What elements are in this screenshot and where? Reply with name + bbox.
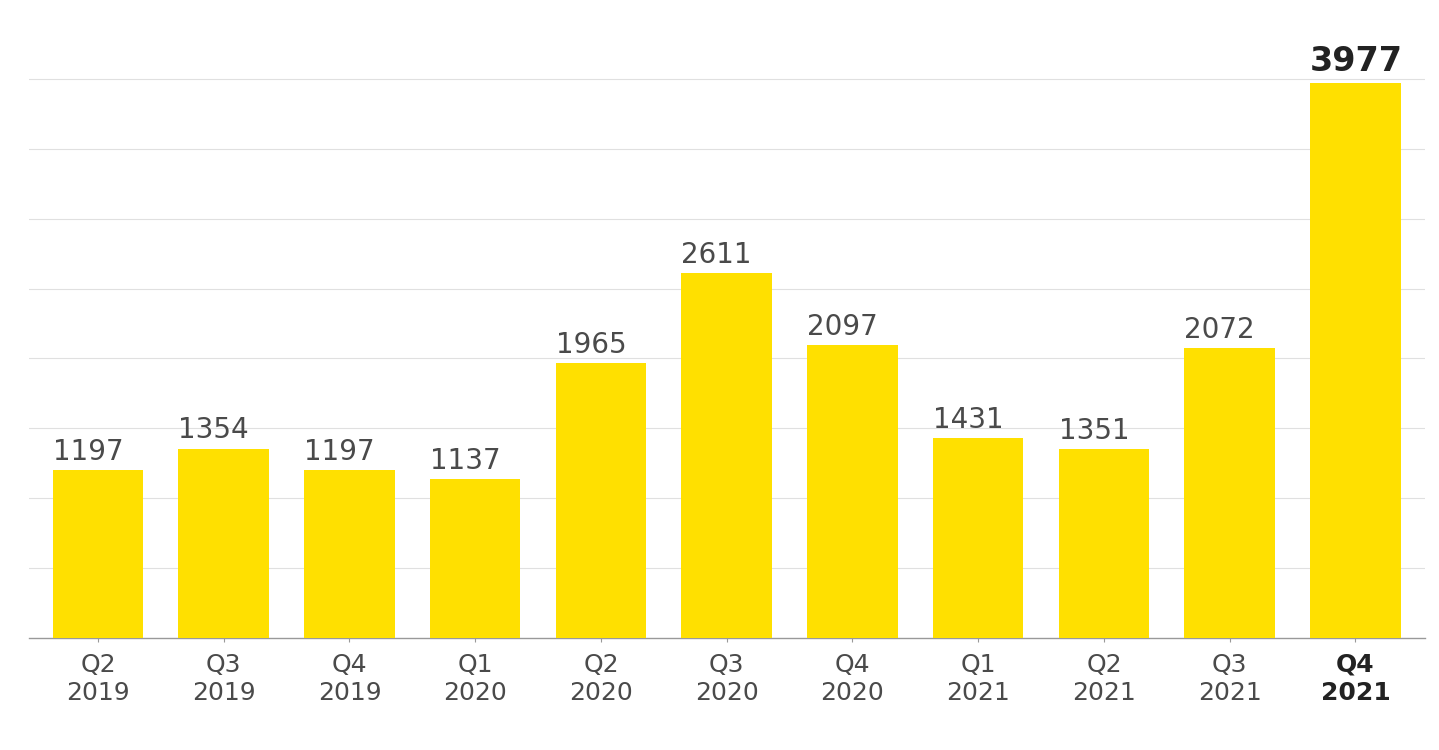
Text: 1354: 1354 (178, 416, 249, 445)
Text: 1137: 1137 (430, 447, 501, 475)
Bar (1309, 82, 1400, 638)
Bar (1059, 449, 1150, 638)
Text: 1351: 1351 (1059, 417, 1130, 445)
Bar (178, 448, 269, 638)
Bar (932, 438, 1023, 638)
Bar (1184, 349, 1275, 638)
Text: 1197: 1197 (53, 438, 124, 466)
Text: 2072: 2072 (1184, 316, 1255, 344)
Bar (304, 470, 394, 638)
Text: 1431: 1431 (932, 406, 1003, 433)
Text: 1197: 1197 (304, 438, 374, 466)
Bar (430, 478, 521, 638)
Text: 1965: 1965 (555, 332, 626, 359)
Text: 2097: 2097 (807, 313, 878, 340)
Text: 3977: 3977 (1309, 46, 1403, 79)
Text: 2611: 2611 (682, 241, 753, 269)
Bar (53, 470, 144, 638)
Bar (555, 363, 646, 638)
Bar (682, 273, 771, 638)
Bar (807, 345, 898, 638)
